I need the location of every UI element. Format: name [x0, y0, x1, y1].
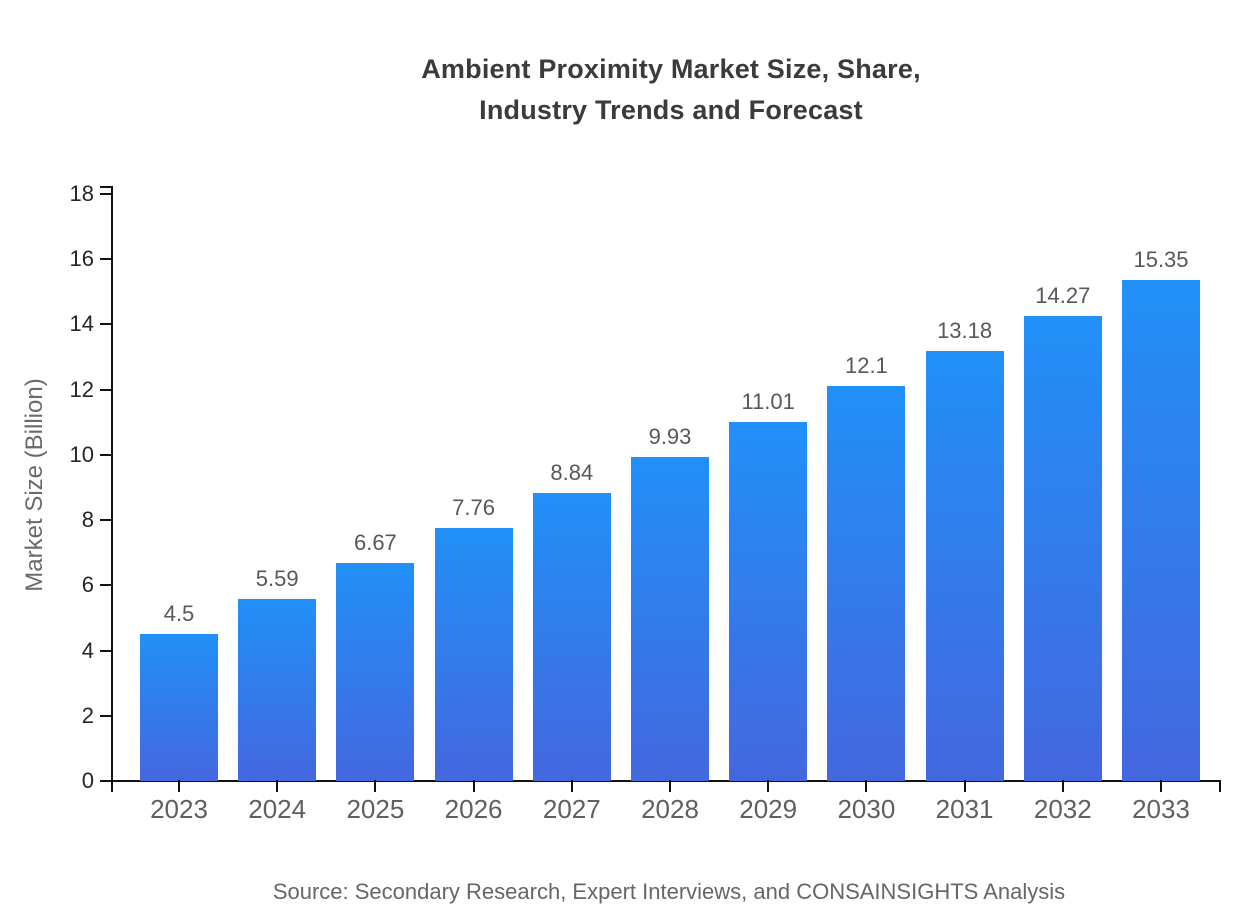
- bar-value-label: 7.76: [452, 494, 495, 520]
- x-tick: [865, 780, 868, 792]
- bar-value-label: 9.93: [648, 424, 692, 450]
- x-tick-label: 2031: [935, 794, 994, 824]
- chart-title: Ambient Proximity Market Size, Share, In…: [82, 49, 1260, 131]
- bar-2032: [1023, 315, 1102, 781]
- y-tick-label: 18: [69, 181, 94, 206]
- x-tick: [1061, 780, 1064, 792]
- chart-title-line2: Industry Trends and Forecast: [479, 95, 863, 125]
- x-tick: [178, 780, 180, 792]
- x-tick-label: 2028: [641, 794, 699, 824]
- y-tick-label: 8: [81, 507, 94, 533]
- bar-value-label: 14.27: [1035, 282, 1091, 308]
- bar-2023: [140, 634, 218, 781]
- y-tick-label: 12: [69, 376, 94, 402]
- y-tick-label: 2: [81, 702, 94, 728]
- y-tick: [100, 519, 111, 522]
- x-tick-label: 2029: [739, 794, 798, 824]
- bar-2028: [631, 457, 709, 781]
- bar-2030: [827, 386, 906, 781]
- y-tick: [100, 649, 111, 652]
- x-tick-label: 2024: [248, 794, 307, 824]
- y-tick: [100, 258, 111, 261]
- x-tick-label: 2027: [542, 794, 601, 824]
- bar-2025: [336, 563, 415, 781]
- bar-value-label: 8.84: [550, 459, 594, 485]
- y-tick: [100, 780, 111, 782]
- bar-2031: [925, 351, 1004, 781]
- x-tick: [1160, 780, 1162, 792]
- y-axis-line: [111, 186, 113, 792]
- y-axis-end-tick: [100, 186, 111, 188]
- x-tick-label: 2026: [444, 794, 503, 824]
- bar-2024: [238, 598, 317, 781]
- x-tick: [374, 780, 377, 792]
- x-tick-label: 2033: [1132, 794, 1190, 824]
- bar-2033: [1122, 280, 1200, 781]
- x-tick-label: 2025: [346, 794, 405, 824]
- bar-value-label: 11.01: [741, 388, 795, 414]
- x-tick-label: 2032: [1033, 794, 1092, 824]
- bar-2029: [729, 421, 808, 781]
- y-tick: [100, 584, 111, 587]
- y-tick-label: 10: [69, 441, 94, 467]
- y-tick-label: 16: [69, 246, 94, 272]
- x-tick: [570, 780, 573, 792]
- bar-2027: [532, 492, 611, 781]
- y-tick: [100, 193, 111, 195]
- y-axis-title: Market Size (Billion): [21, 378, 48, 592]
- x-tick: [963, 780, 966, 792]
- bar-2026: [434, 527, 513, 781]
- bar-value-label: 5.59: [255, 565, 299, 591]
- y-tick: [100, 453, 111, 456]
- chart-title-line1: Ambient Proximity Market Size, Share,: [421, 54, 921, 84]
- bar-value-label: 13.18: [937, 318, 993, 344]
- bar-value-label: 15.35: [1133, 247, 1189, 273]
- bar-value-label: 12.1: [844, 353, 888, 379]
- y-tick: [100, 323, 111, 326]
- y-tick: [100, 388, 111, 391]
- bar-value-label: 6.67: [353, 530, 397, 556]
- y-tick-label: 14: [69, 311, 94, 337]
- y-tick-label: 0: [81, 768, 94, 793]
- y-tick: [100, 714, 111, 717]
- source-note: Source: Secondary Research, Expert Inter…: [272, 879, 1066, 904]
- x-tick: [669, 780, 671, 792]
- x-tick-label: 2023: [150, 794, 208, 824]
- x-axis-line: [111, 780, 1221, 782]
- x-tick-label: 2030: [837, 794, 896, 824]
- x-axis-end-tick: [1219, 780, 1221, 792]
- y-tick-label: 6: [81, 572, 94, 598]
- x-tick: [276, 780, 279, 792]
- x-tick: [472, 780, 475, 792]
- bar-value-label: 4.5: [163, 601, 195, 627]
- x-tick: [767, 780, 770, 792]
- y-tick-label: 4: [81, 637, 94, 663]
